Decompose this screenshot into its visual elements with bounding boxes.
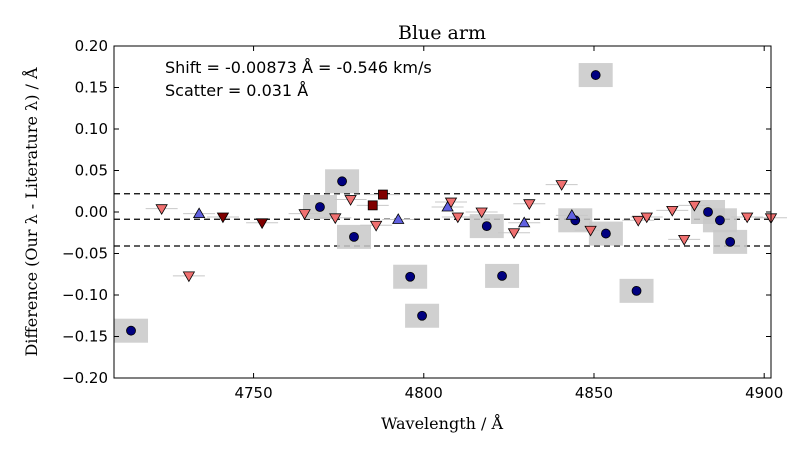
x-axis-label: Wavelength / Å [381, 413, 504, 433]
navy-circles-point [703, 207, 713, 217]
salmon-down-triangles-point [329, 213, 342, 225]
navy-circles-point [600, 228, 611, 239]
blue-up-triangles-point [518, 216, 531, 228]
salmon-down-triangles-point [523, 199, 536, 210]
salmon-down-triangles-point [666, 205, 679, 217]
navy-circles-point [337, 176, 347, 187]
darkred-down-triangles-point [255, 218, 269, 230]
y-tick-label: 0.05 [75, 162, 108, 180]
salmon-down-triangles-point [475, 207, 488, 219]
y-tick-label: 0.10 [75, 120, 108, 138]
navy-circles-point [590, 70, 601, 80]
navy-circles-point [126, 325, 136, 336]
blue-up-triangles-point [565, 209, 579, 220]
navy-circles-point [417, 310, 427, 321]
x-tick-label: 4900 [745, 384, 783, 402]
salmon-down-triangles-point [298, 209, 311, 220]
plot-frame [113, 45, 772, 379]
darkred-down-triangles-point [216, 212, 230, 224]
navy-circles-point [725, 236, 736, 247]
navy-circles-point [349, 231, 359, 242]
y-axis-label: Difference (Our λ - Literature λ) / Å [21, 67, 41, 357]
blue-up-triangles-point [392, 213, 405, 224]
x-tick-label: 4800 [405, 384, 443, 402]
blue-up-triangles-point [192, 207, 206, 219]
salmon-down-triangles-point [688, 200, 701, 212]
chart-title: Blue arm [398, 22, 486, 44]
y-tick-label: 0.00 [75, 203, 108, 221]
x-tick-label: 4750 [234, 384, 272, 402]
salmon-down-triangles-point [740, 212, 754, 224]
y-tick-label: −0.10 [62, 286, 108, 304]
salmon-down-triangles-point [640, 212, 653, 224]
y-tick-label: −0.05 [62, 245, 108, 263]
blue-up-triangles-point [441, 200, 454, 212]
navy-circles-point [481, 221, 492, 232]
x-tick-label: 4850 [575, 384, 613, 402]
salmon-down-triangles-point [344, 195, 357, 206]
navy-circles-point [315, 202, 325, 212]
salmon-down-triangles-point [678, 234, 691, 246]
y-tick-label: −0.20 [62, 369, 108, 387]
salmon-down-triangles-point [584, 225, 597, 237]
navy-circles-point [631, 285, 642, 296]
salmon-down-triangles-point [632, 215, 645, 227]
navy-circles-point [405, 271, 416, 282]
navy-circles-point [715, 215, 725, 226]
salmon-down-triangles-point [451, 212, 465, 224]
data-points [126, 70, 778, 336]
axis-ticks: 4750 4800 4850 4900 −0.20 −0.15 −0.10 −0.05 0.00… [62, 37, 783, 402]
darkred-squares-point [378, 189, 388, 200]
salmon-down-triangles-point [369, 220, 383, 232]
salmon-down-triangles-point [155, 204, 168, 215]
annotation-shift: Shift = -0.00873 Å = -0.546 km/s [165, 58, 432, 77]
salmon-down-triangles-point [555, 180, 568, 191]
salmon-down-triangles-point [182, 271, 196, 283]
salmon-down-triangles-point [507, 228, 521, 240]
navy-circles-point [497, 271, 507, 281]
y-tick-label: 0.15 [75, 79, 108, 97]
y-tick-label: −0.15 [62, 328, 108, 346]
y-tick-label: 0.20 [75, 37, 108, 55]
annotation-scatter: Scatter = 0.031 Å [165, 81, 308, 100]
darkred-squares-point [367, 200, 378, 211]
